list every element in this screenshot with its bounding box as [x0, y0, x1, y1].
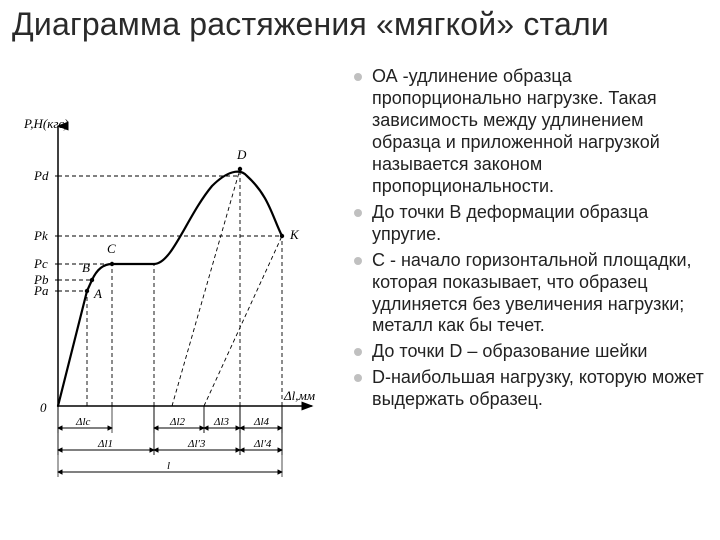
svg-text:l: l — [167, 460, 170, 472]
svg-text:K: K — [289, 227, 300, 242]
bullet-item: ОА -удлинение образца пропорционально на… — [352, 66, 708, 198]
text-column: ОА -удлинение образца пропорционально на… — [342, 66, 708, 528]
bullet-list: ОА -удлинение образца пропорционально на… — [352, 66, 708, 411]
svg-text:A: A — [93, 286, 102, 301]
slide-title: Диаграмма растяжения «мягкой» стали — [12, 6, 708, 43]
svg-text:Δlc: Δlc — [75, 416, 91, 428]
bullet-item: D-наибольшая нагрузку, которую может выд… — [352, 367, 708, 411]
svg-text:Pd: Pd — [33, 168, 49, 183]
svg-text:Δl2: Δl2 — [169, 416, 186, 428]
svg-text:D: D — [236, 147, 247, 162]
svg-text:Pb: Pb — [33, 272, 49, 287]
svg-text:B: B — [82, 260, 90, 275]
svg-text:Δl3: Δl3 — [213, 416, 230, 428]
svg-text:C: C — [107, 241, 116, 256]
svg-text:Δl4: Δl4 — [253, 416, 270, 428]
svg-text:Δl′4: Δl′4 — [253, 438, 272, 450]
svg-text:Pk: Pk — [33, 228, 48, 243]
tension-diagram: 0Δl,ммP,Н(кгс)PaPbPcPkPdABCDKΔlcΔl2Δl3Δl… — [12, 66, 342, 496]
svg-text:Pc: Pc — [33, 256, 48, 271]
bullet-item: С - начало горизонтальной площадки, кото… — [352, 250, 708, 338]
svg-text:0: 0 — [40, 400, 47, 415]
svg-text:Δl1: Δl1 — [97, 438, 113, 450]
content-area: 0Δl,ммP,Н(кгс)PaPbPcPkPdABCDKΔlcΔl2Δl3Δl… — [12, 66, 708, 528]
svg-text:Δl,мм: Δl,мм — [283, 388, 315, 403]
slide: Диаграмма растяжения «мягкой» стали — [0, 0, 720, 540]
svg-text:Δl′3: Δl′3 — [187, 438, 206, 450]
diagram-svg: 0Δl,ммP,Н(кгс)PaPbPcPkPdABCDKΔlcΔl2Δl3Δl… — [12, 66, 342, 496]
bullet-item: До точки В деформации образца упругие. — [352, 202, 708, 246]
svg-text:P,Н(кгс): P,Н(кгс) — [23, 116, 68, 131]
bullet-item: До точки D – образование шейки — [352, 341, 708, 363]
